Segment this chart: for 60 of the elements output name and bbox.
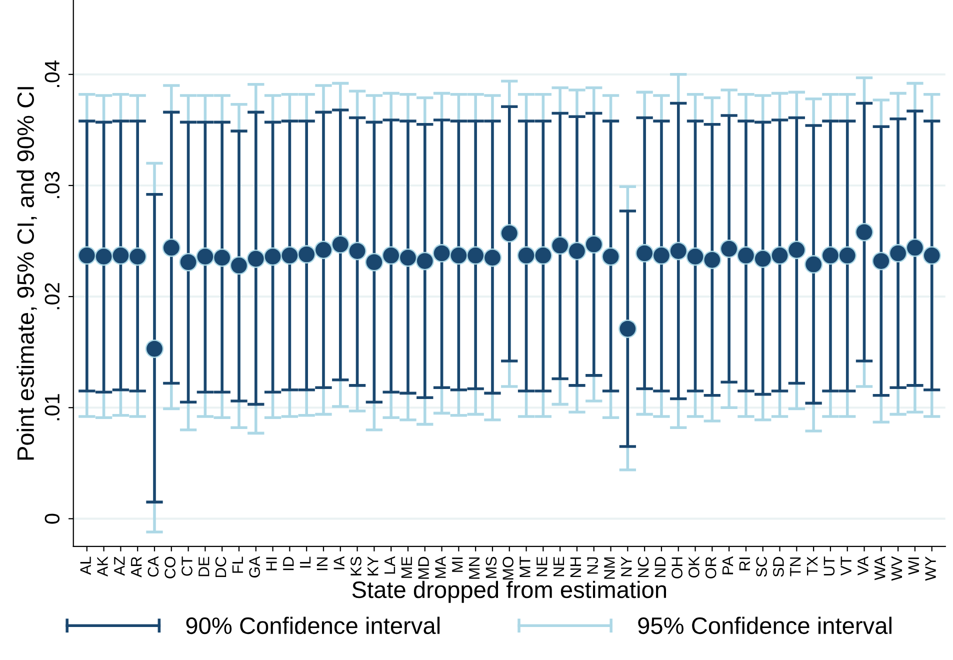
x-tick-label: TX (807, 556, 818, 576)
x-tick-label: NC (638, 556, 649, 578)
legend-label: 90% Confidence interval (186, 616, 440, 634)
x-tick-label: MN (469, 557, 480, 579)
x-tick-label: UT (824, 556, 835, 576)
x-tick-label: MS (486, 556, 497, 578)
x-tick-label: SD (773, 556, 784, 577)
x-tick-label: AR (131, 556, 142, 578)
x-tick-label: NJ (587, 557, 598, 574)
x-tick-label: MA (435, 556, 446, 578)
y-axis-title: Point estimate, 95% CI, and 90% CI (16, 87, 37, 460)
y-tick-label: 0 (44, 514, 60, 524)
x-tick-label: VA (858, 556, 868, 576)
x-tick-label: ND (654, 556, 666, 578)
legend-label: 95% Confidence interval (638, 616, 892, 634)
x-tick-label: MD (418, 556, 429, 579)
x-tick-label: OK (688, 556, 700, 578)
x-tick-label: CO (164, 556, 176, 578)
x-tick-label: WY (925, 556, 936, 581)
x-tick-label: NE (554, 556, 564, 576)
x-tick-label: VT (840, 556, 852, 576)
x-tick-label: MO (502, 556, 514, 580)
x-tick-label: AL (80, 556, 91, 575)
x-tick-label: MT (520, 556, 530, 578)
x-tick-label: NY (621, 556, 632, 576)
y-tick-label: .01 (44, 394, 60, 420)
x-tick-label: WA (874, 556, 886, 580)
x-tick-label: KS (350, 556, 362, 576)
x-tick-label: ID (283, 556, 294, 570)
y-tick-label: .04 (44, 60, 60, 87)
x-tick-label: IL (300, 556, 311, 568)
x-tick-label: IN (316, 557, 328, 570)
x-tick-label: WV (892, 556, 902, 581)
y-tick-label: .02 (44, 283, 60, 310)
x-tick-label: OH (672, 557, 682, 578)
x-tick-label: NH (570, 557, 581, 578)
x-tick-label: GA (249, 556, 260, 578)
x-tick-label: CA (148, 556, 159, 577)
x-tick-label: DE (198, 556, 210, 576)
x-tick-label: SC (756, 556, 767, 577)
x-tick-label: AK (97, 556, 108, 577)
x-axis-title: State dropped from estimation (352, 580, 666, 603)
x-tick-label: AZ (114, 556, 125, 576)
x-tick-label: PA (722, 556, 734, 574)
x-tick-label: DC (215, 556, 226, 578)
x-tick-label: TN (790, 557, 801, 576)
x-tick-label: MI (452, 558, 463, 572)
x-tick-label: NE (536, 556, 548, 576)
x-tick-label: OR (705, 556, 716, 578)
x-tick-label: KY (368, 556, 378, 576)
y-tick-label: .03 (44, 172, 60, 198)
x-tick-label: LA (384, 556, 396, 574)
x-tick-label: NM (604, 557, 615, 579)
x-tick-label: FL (232, 556, 243, 573)
x-tick-label: IA (334, 556, 344, 570)
x-tick-label: WI (908, 558, 919, 575)
x-tick-label: HI (266, 558, 277, 570)
x-tick-label: RI (739, 558, 750, 570)
x-tick-label: ME (401, 556, 412, 578)
x-tick-label: CT (182, 556, 192, 576)
